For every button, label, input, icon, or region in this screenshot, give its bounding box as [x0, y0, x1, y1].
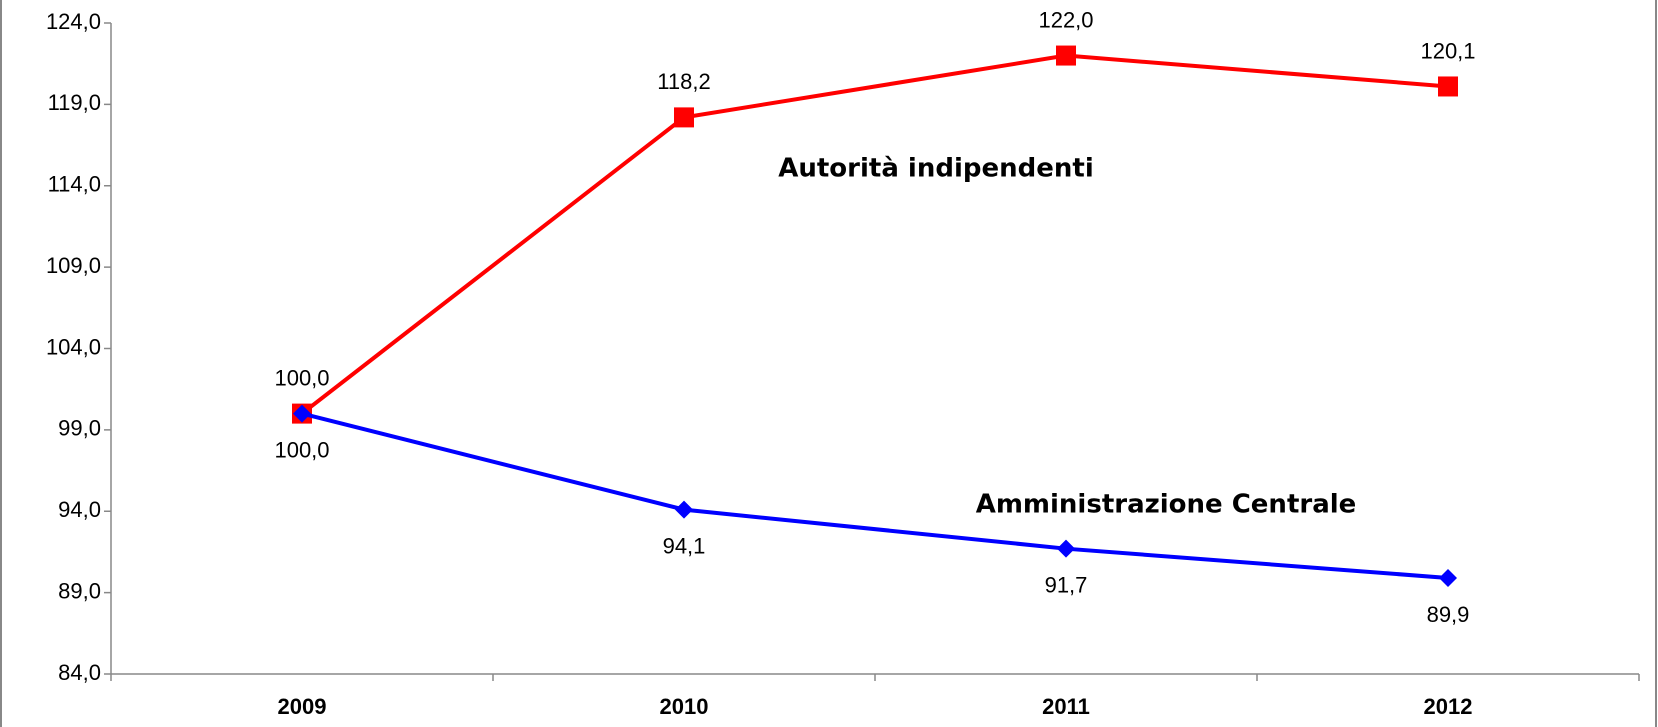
data-label: 118,2 — [657, 69, 710, 94]
y-tick-label: 89,0 — [58, 578, 101, 603]
x-tick-label: 2012 — [1424, 694, 1473, 719]
x-tick-label: 2011 — [1042, 694, 1090, 719]
y-tick-label: 84,0 — [58, 660, 101, 685]
series-label: Autorità indipendenti — [778, 154, 1093, 184]
series-line — [301, 411, 1449, 580]
marker — [1438, 76, 1458, 97]
y-tick-label: 114,0 — [48, 172, 101, 197]
y-tick-label: 124,0 — [46, 9, 101, 34]
marker — [675, 500, 693, 519]
series-label: Amministrazione Centrale — [976, 490, 1357, 520]
y-tick-label: 119,0 — [48, 90, 101, 115]
series-line — [300, 53, 1449, 416]
x-tick-label: 2010 — [660, 694, 709, 719]
marker — [293, 404, 311, 423]
marker — [1439, 568, 1457, 587]
data-label: 100,0 — [274, 365, 329, 390]
data-label: 122,0 — [1038, 7, 1093, 32]
y-tick-label: 104,0 — [46, 334, 101, 359]
marker — [1057, 539, 1075, 558]
y-tick-label: 94,0 — [58, 497, 101, 522]
data-label: 100,0 — [274, 437, 329, 462]
marker — [1056, 45, 1076, 66]
data-label: 91,7 — [1045, 572, 1088, 597]
data-label: 94,1 — [663, 533, 706, 558]
data-label: 89,9 — [1427, 602, 1470, 627]
y-tick-label: 99,0 — [58, 416, 101, 441]
x-tick-label: 2009 — [278, 694, 327, 719]
marker — [674, 107, 694, 128]
data-label: 120,1 — [1420, 38, 1475, 63]
y-tick-label: 109,0 — [46, 253, 101, 278]
